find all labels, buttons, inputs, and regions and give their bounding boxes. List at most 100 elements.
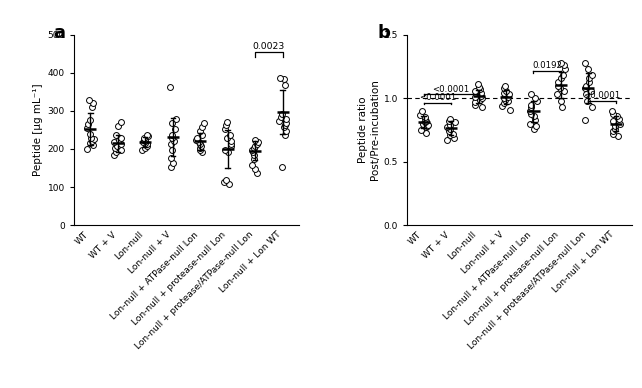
Point [195,147,205,153]
Point [87,104,97,110]
Point [559,62,569,68]
Point [580,60,591,66]
Point [607,111,618,117]
Point [557,104,567,110]
Point [559,88,569,94]
Point [581,83,591,89]
Point [505,92,515,98]
Point [196,132,207,138]
Point [84,97,94,103]
Point [142,143,152,149]
Point [137,139,148,145]
Point [167,132,177,138]
Point [166,155,176,161]
Text: a: a [53,24,65,42]
Point [114,137,124,143]
Point [499,97,510,103]
Point [442,124,452,130]
Point [477,104,487,110]
Point [447,131,458,137]
Point [581,92,591,98]
Point [277,164,288,170]
Text: 0.0192: 0.0192 [532,61,562,70]
Point [530,123,541,129]
Point [280,122,290,128]
Point [196,143,207,149]
Y-axis label: Peptide ratio
Post/Pre-incubation: Peptide ratio Post/Pre-incubation [358,80,379,180]
Point [280,132,290,138]
Point [220,147,230,153]
Point [500,83,510,89]
Point [421,118,431,124]
Point [247,162,257,168]
Point [445,132,455,138]
Text: b: b [378,24,391,42]
Point [137,147,148,153]
Point [556,75,566,81]
Point [556,60,566,66]
Point [167,120,177,126]
Point [444,128,455,134]
Point [191,137,201,143]
Point [220,126,230,132]
Point [223,149,234,155]
Point [252,139,263,145]
Point [82,146,92,152]
Point [83,121,94,127]
Point [85,135,96,141]
Point [474,84,484,90]
Point [614,116,624,122]
Point [553,79,564,85]
Point [222,135,232,142]
Point [525,108,535,114]
Point [273,118,284,124]
Point [499,100,509,106]
Point [85,117,96,123]
Point [168,160,178,166]
Point [227,143,237,149]
Point [497,103,507,109]
Point [279,124,289,130]
Point [529,126,539,132]
Point [248,149,259,155]
Point [530,117,540,123]
Point [586,88,596,94]
Point [275,114,286,121]
Point [587,104,597,110]
Point [87,138,98,144]
Point [169,126,180,132]
Point [476,95,487,101]
Point [552,92,562,98]
Point [113,123,123,129]
Point [421,124,431,130]
Point [108,139,119,145]
Point [139,137,150,143]
Point [526,102,536,108]
Point [275,74,285,81]
Point [166,164,177,170]
Point [614,121,625,127]
Point [225,132,236,138]
Point [197,149,207,155]
Point [195,141,205,147]
Point [250,166,260,172]
Point [449,119,460,125]
Point [281,120,291,126]
Point [555,85,566,91]
Point [503,94,513,100]
Point [529,113,539,119]
Point [277,111,288,117]
Point [499,95,509,101]
Point [499,85,509,91]
Point [473,81,483,87]
Point [584,79,594,85]
Point [195,139,205,145]
Point [445,126,455,132]
Point [82,125,92,131]
Text: 0.0023: 0.0023 [253,42,285,51]
Point [525,121,535,127]
Point [85,140,95,146]
Point [476,93,486,99]
Point [192,135,202,142]
Point [501,88,511,94]
